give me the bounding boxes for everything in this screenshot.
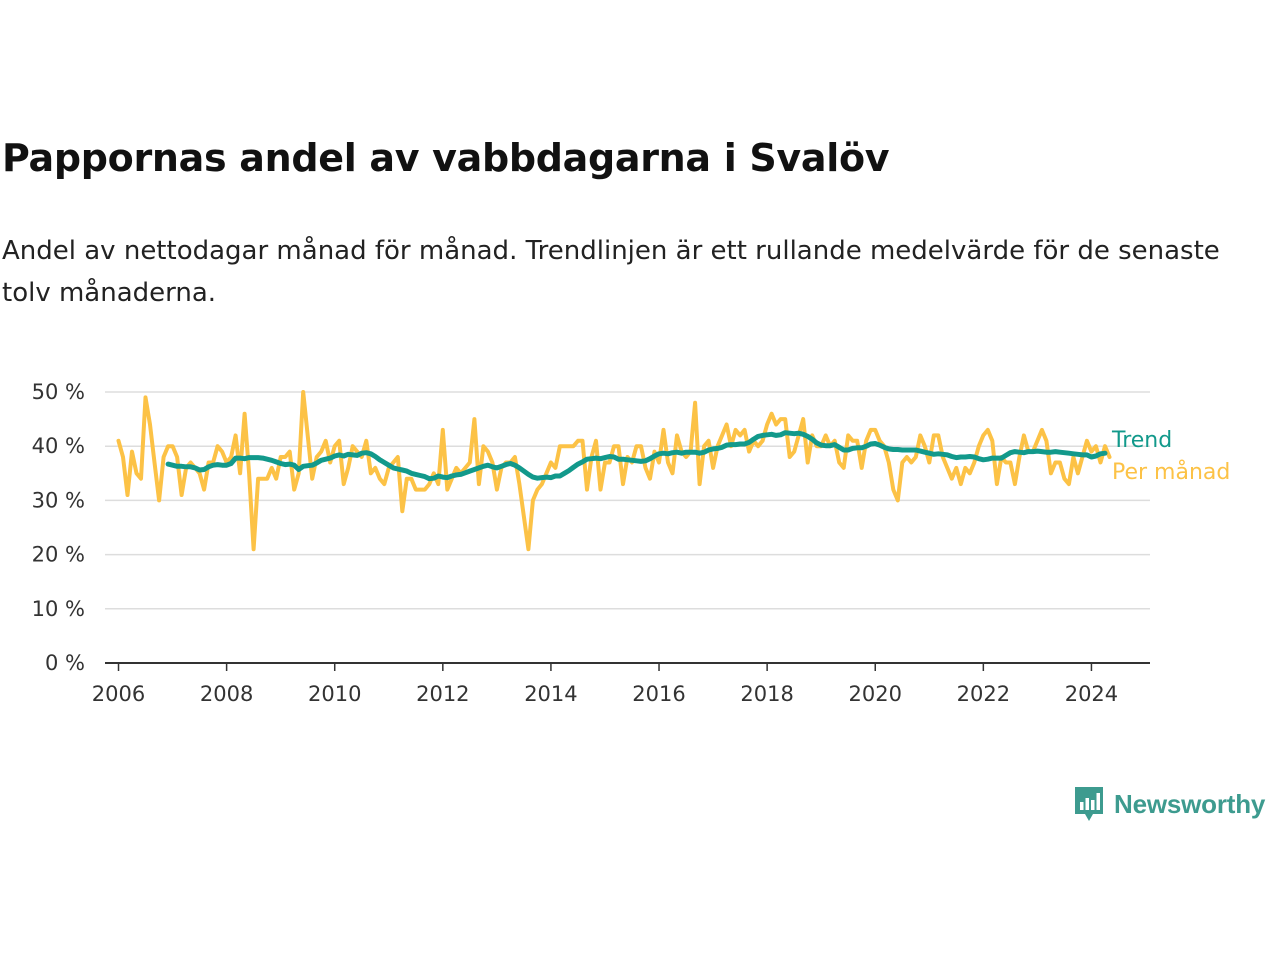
grid-lines xyxy=(105,391,1150,610)
monthly-label: Per månad xyxy=(1112,459,1230,485)
x-tick-label: 2008 xyxy=(200,682,253,706)
x-tick-label: 2014 xyxy=(524,682,577,706)
newsworthy-logo-icon xyxy=(1075,787,1103,821)
series-labels: Trend Per månad xyxy=(1111,428,1230,485)
trend-label: Trend xyxy=(1111,428,1172,453)
x-tick-label: 2018 xyxy=(740,682,793,706)
monthly-line xyxy=(116,390,1112,552)
y-axis-ticks: 0 % 10 % 20 % 30 % 40 % 50 % xyxy=(32,380,85,675)
y-tick-label: 20 % xyxy=(32,543,85,567)
x-tick-label: 2012 xyxy=(416,682,469,706)
y-tick-label: 50 % xyxy=(32,380,85,404)
chart-subtitle: Andel av nettodagar månad för månad. Tre… xyxy=(2,236,1220,308)
line-chart: 0 % 10 % 20 % 30 % 40 % 50 % 2006 2008 2010 2012… xyxy=(32,380,1231,706)
x-tick-label: 2020 xyxy=(849,682,902,706)
y-tick-label: 40 % xyxy=(32,434,85,458)
x-tick-label: 2006 xyxy=(92,682,145,706)
x-tick-label: 2016 xyxy=(632,682,685,706)
trend-line xyxy=(165,430,1108,482)
x-axis: 2006 2008 2010 2012 2014 2016 2018 2020 2022 2024 xyxy=(92,662,1150,706)
x-tick-label: 2010 xyxy=(308,682,361,706)
y-tick-label: 30 % xyxy=(32,488,85,512)
brand-name: Newsworthy xyxy=(1114,788,1266,819)
x-tick-label: 2024 xyxy=(1065,682,1118,706)
y-tick-label: 10 % xyxy=(32,597,85,621)
y-tick-label: 0 % xyxy=(45,651,85,675)
series-lines xyxy=(116,390,1112,552)
x-tick-label: 2022 xyxy=(957,682,1010,706)
chart-title: Pappornas andel av vabbdagarna i Svalöv xyxy=(2,136,890,180)
brand-logo: Newsworthy xyxy=(1072,784,1265,824)
